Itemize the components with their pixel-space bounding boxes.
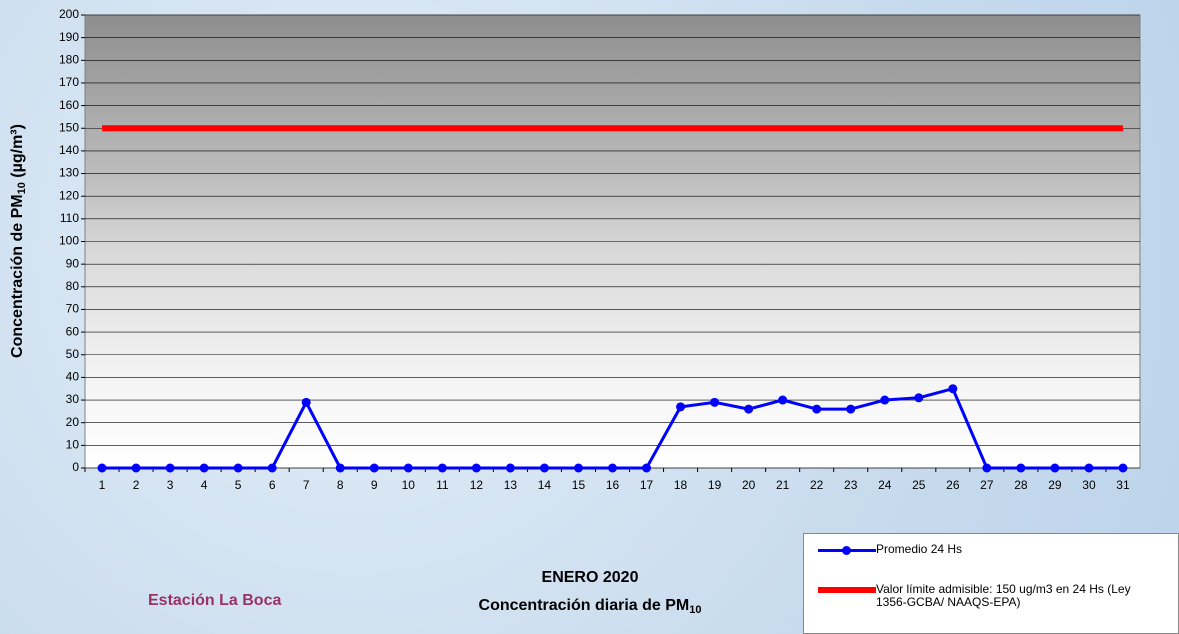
data-point — [914, 393, 924, 403]
x-tick-label: 9 — [371, 478, 378, 492]
x-tick-label: 30 — [1082, 478, 1096, 492]
y-tick-label: 170 — [59, 75, 79, 89]
data-point — [199, 463, 209, 473]
x-tick-label: 6 — [269, 478, 276, 492]
y-tick-label: 150 — [59, 120, 79, 134]
chart-title: ENERO 2020 — [542, 569, 639, 586]
x-tick-label: 16 — [606, 478, 620, 492]
y-tick-label: 180 — [59, 52, 79, 66]
x-tick-label: 12 — [470, 478, 484, 492]
legend: Promedio 24 Hs Valor límite admisible: 15… — [803, 533, 1179, 634]
y-tick-label: 120 — [59, 188, 79, 202]
data-point — [233, 463, 243, 473]
data-point — [573, 463, 583, 473]
data-point — [369, 463, 379, 473]
y-tick-label: 90 — [66, 256, 80, 270]
x-tick-label: 14 — [538, 478, 552, 492]
data-point — [778, 395, 788, 405]
y-tick-label: 190 — [59, 30, 79, 44]
data-point — [165, 463, 175, 473]
data-point — [1084, 463, 1094, 473]
data-point — [267, 463, 277, 473]
legend-swatch — [818, 585, 876, 595]
x-tick-label: 1 — [99, 478, 106, 492]
legend-label: Valor límite admisible: 150 ug/m3 en 24 … — [876, 582, 1131, 609]
x-tick-label: 21 — [776, 478, 790, 492]
x-tick-label: 15 — [572, 478, 586, 492]
x-tick-label: 25 — [912, 478, 926, 492]
data-point — [131, 463, 141, 473]
x-tick-label: 13 — [504, 478, 518, 492]
data-point — [982, 463, 992, 473]
data-point — [505, 463, 515, 473]
data-point — [301, 397, 311, 407]
data-point — [948, 384, 958, 394]
x-tick-label: 31 — [1116, 478, 1130, 492]
x-tick-label: 29 — [1048, 478, 1062, 492]
station-label: Estación La Boca — [148, 592, 281, 609]
chart-subtitle: Concentración diaria de PM10 — [479, 597, 702, 616]
x-tick-label: 20 — [742, 478, 756, 492]
data-point — [539, 463, 549, 473]
y-tick-label: 130 — [59, 166, 79, 180]
legend-item: Valor límite admisible: 150 ug/m3 en 24 … — [818, 583, 1156, 609]
x-tick-label: 7 — [303, 478, 310, 492]
x-tick-label: 27 — [980, 478, 994, 492]
data-point — [1050, 463, 1060, 473]
x-tick-label: 19 — [708, 478, 722, 492]
data-point — [812, 404, 822, 414]
data-point — [846, 404, 856, 414]
x-tick-label: 17 — [640, 478, 654, 492]
legend-label: Promedio 24 Hs — [876, 542, 963, 556]
y-tick-label: 200 — [59, 7, 79, 21]
y-axis-label: Concentración de PM10 (µg/m³) — [9, 124, 28, 358]
data-point — [403, 463, 413, 473]
data-point — [880, 395, 890, 405]
y-tick-label: 30 — [66, 392, 80, 406]
data-point — [335, 463, 345, 473]
legend-item: Promedio 24 Hs — [818, 543, 1156, 556]
x-tick-label: 4 — [201, 478, 208, 492]
x-tick-label: 2 — [133, 478, 140, 492]
y-tick-label: 20 — [66, 415, 80, 429]
y-tick-label: 60 — [66, 324, 80, 338]
y-tick-label: 160 — [59, 98, 79, 112]
data-point — [642, 463, 652, 473]
data-point — [1016, 463, 1026, 473]
data-point — [1118, 463, 1128, 473]
x-tick-label: 11 — [436, 478, 449, 492]
y-tick-label: 100 — [59, 234, 79, 248]
x-tick-label: 24 — [878, 478, 892, 492]
data-point — [608, 463, 617, 473]
y-tick-label: 50 — [66, 347, 80, 361]
legend-swatch — [818, 545, 876, 555]
data-point — [744, 404, 754, 414]
data-point — [471, 463, 481, 473]
y-tick-label: 80 — [66, 279, 80, 293]
y-tick-label: 10 — [66, 438, 80, 452]
x-tick-label: 3 — [167, 478, 174, 492]
y-tick-label: 40 — [66, 370, 80, 384]
x-tick-label: 22 — [810, 478, 824, 492]
x-tick-label: 18 — [674, 478, 688, 492]
y-tick-label: 70 — [66, 302, 80, 316]
data-point — [676, 402, 686, 412]
x-tick-label: 8 — [337, 478, 344, 492]
x-tick-label: 26 — [946, 478, 960, 492]
x-tick-label: 10 — [402, 478, 416, 492]
x-tick-label: 5 — [235, 478, 242, 492]
x-tick-label: 23 — [844, 478, 858, 492]
y-tick-label: 110 — [60, 211, 79, 225]
data-point — [437, 463, 447, 473]
x-tick-label: 28 — [1014, 478, 1028, 492]
y-tick-label: 140 — [59, 143, 79, 157]
data-point — [710, 397, 720, 407]
y-tick-label: 0 — [72, 460, 79, 474]
data-point — [97, 463, 107, 473]
